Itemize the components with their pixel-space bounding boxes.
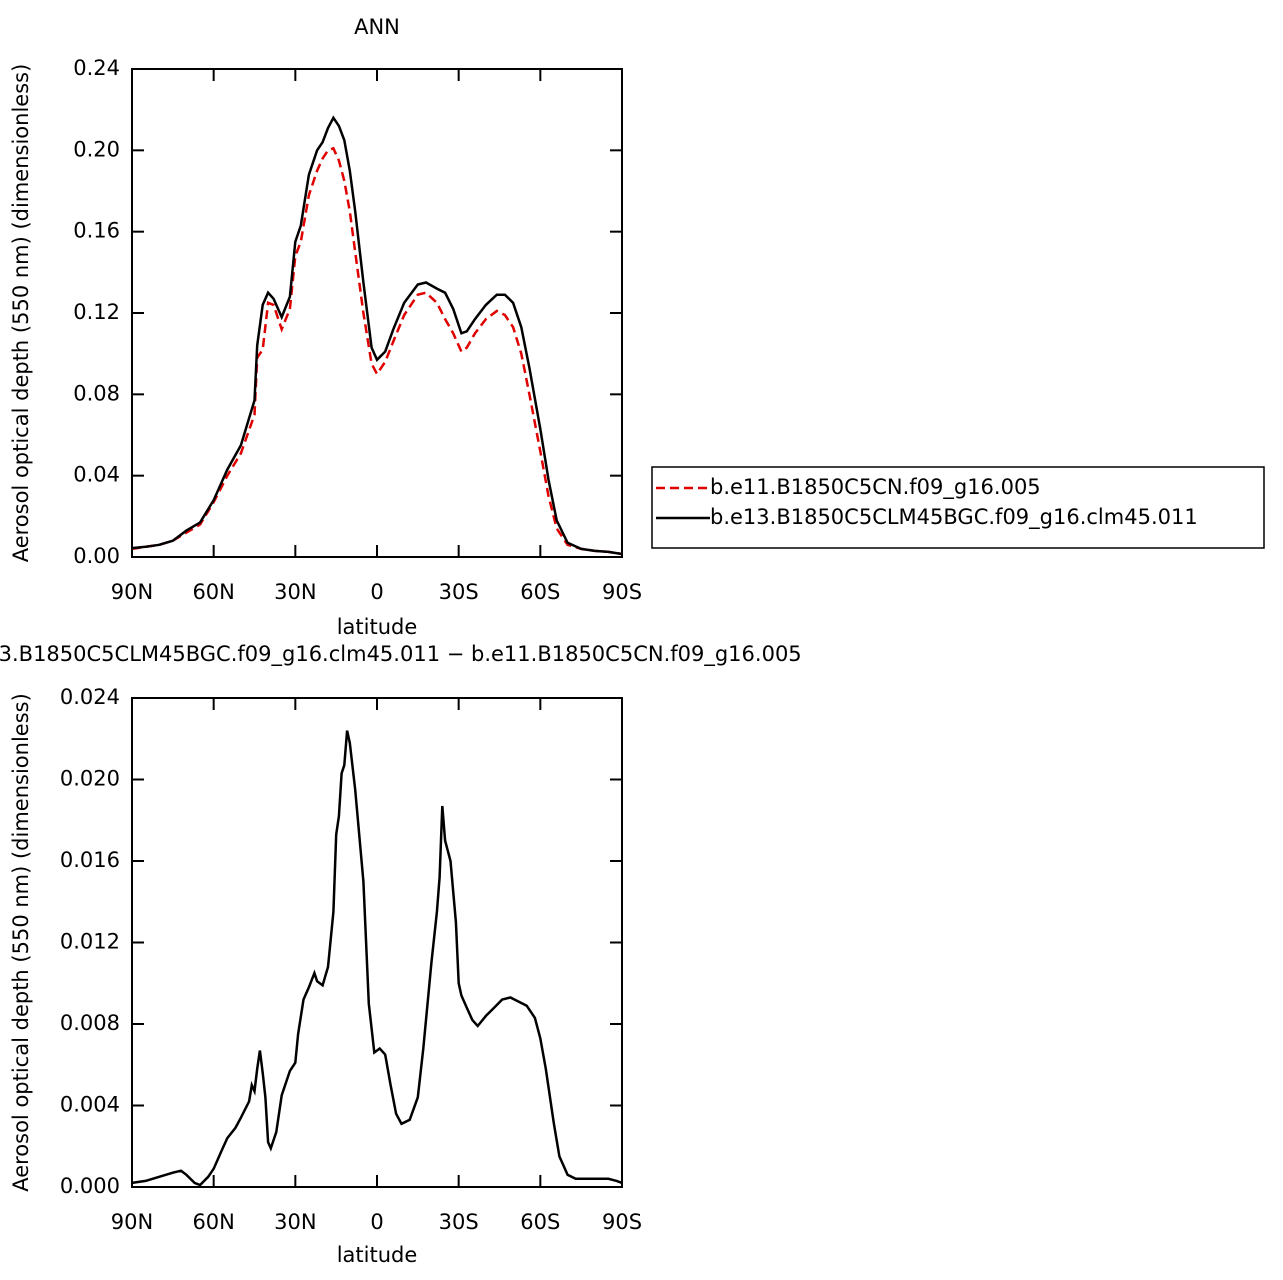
legend-label: b.e13.B1850C5CLM45BGC.f09_g16.clm45.011 xyxy=(710,505,1198,530)
x-tick-label: 60S xyxy=(520,580,560,604)
chart-title: b.e13.B1850C5CLM45BGC.f09_g16.clm45.011 … xyxy=(0,642,802,667)
y-tick-label: 0.012 xyxy=(60,930,120,954)
x-tick-label: 30S xyxy=(439,1210,479,1234)
x-tick-label: 60N xyxy=(192,580,234,604)
chart-title: ANN xyxy=(354,15,400,39)
y-tick-label: 0.000 xyxy=(60,1174,120,1198)
y-tick-label: 0.004 xyxy=(60,1093,120,1117)
y-tick-label: 0.24 xyxy=(73,56,120,80)
y-tick-label: 0.08 xyxy=(73,381,120,405)
legend-label: b.e11.B1850C5CN.f09_g16.005 xyxy=(710,475,1041,500)
legend-box xyxy=(651,466,1265,549)
plot-frame xyxy=(131,68,623,558)
y-tick-label: 0.20 xyxy=(73,137,120,161)
x-tick-label: 30S xyxy=(439,580,479,604)
y-tick-label: 0.04 xyxy=(73,463,120,487)
x-tick-label: 90S xyxy=(602,580,642,604)
y-tick-label: 0.016 xyxy=(60,848,120,872)
data-line xyxy=(131,146,623,556)
data-line xyxy=(131,115,623,556)
y-axis-label: Aerosol optical depth (550 nm) (dimensio… xyxy=(9,64,33,563)
plot-frame xyxy=(131,697,623,1188)
x-tick-label: 30N xyxy=(274,580,316,604)
y-tick-label: 0.024 xyxy=(60,685,120,709)
x-tick-label: 90N xyxy=(111,1210,153,1234)
data-line xyxy=(131,730,623,1187)
x-tick-label: 30N xyxy=(274,1210,316,1234)
x-tick-label: 90S xyxy=(602,1210,642,1234)
y-tick-label: 0.020 xyxy=(60,767,120,791)
y-axis-label: Aerosol optical depth (550 nm) (dimensio… xyxy=(9,693,33,1192)
x-tick-label: 60S xyxy=(520,1210,560,1234)
x-tick-label: 0 xyxy=(370,580,383,604)
y-tick-label: 0.12 xyxy=(73,300,120,324)
x-tick-label: 90N xyxy=(111,580,153,604)
y-tick-label: 0.16 xyxy=(73,219,120,243)
y-tick-label: 0.00 xyxy=(73,544,120,568)
x-tick-label: 0 xyxy=(370,1210,383,1234)
x-axis-label: latitude xyxy=(337,1243,418,1267)
x-axis-label: latitude xyxy=(337,615,418,639)
x-tick-label: 60N xyxy=(192,1210,234,1234)
y-tick-label: 0.008 xyxy=(60,1011,120,1035)
